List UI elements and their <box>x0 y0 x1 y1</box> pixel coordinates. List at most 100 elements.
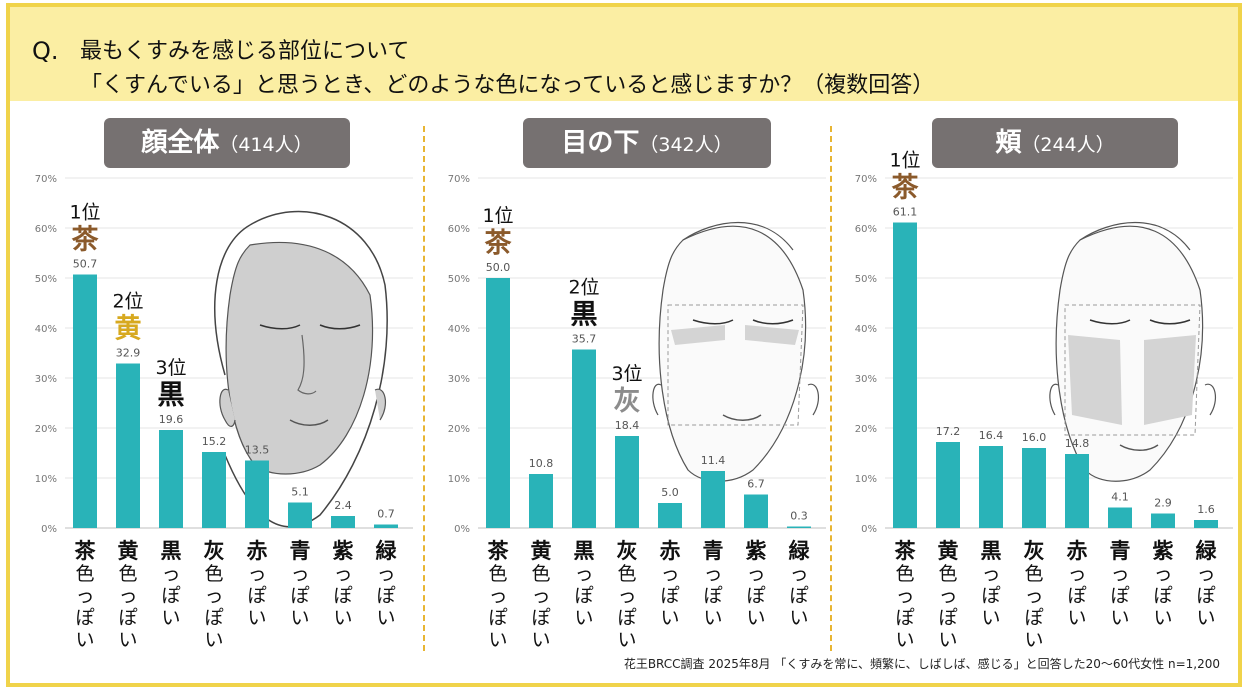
data-label: 19.6 <box>159 413 184 426</box>
rank-color-label: 灰 <box>614 386 641 417</box>
data-label: 11.4 <box>701 454 726 467</box>
category-label-tail: 色っぽい <box>204 563 223 650</box>
category-label-char: ぽ <box>161 585 180 607</box>
category-label-char: い <box>660 607 679 629</box>
rank-label: 2位 <box>112 291 143 313</box>
category-label-char: っ <box>376 563 395 585</box>
y-tick-label: 10% <box>855 474 877 485</box>
category-label-char: ぽ <box>488 607 507 629</box>
panel-title-count: （244人） <box>1021 134 1115 156</box>
category-label-char: 色 <box>75 563 94 585</box>
category-label-char: い <box>161 607 180 629</box>
category-label-char: い <box>789 607 808 629</box>
category-label-tail: っぽい <box>1153 563 1172 629</box>
data-label: 14.8 <box>1065 437 1090 450</box>
category-label-char: 色 <box>617 563 636 585</box>
bar <box>1108 507 1132 528</box>
category-label-char: 色 <box>531 563 550 585</box>
rank-color-label: 茶 <box>485 228 513 259</box>
y-tick-label: 70% <box>855 174 877 185</box>
category-label-char: っ <box>703 563 722 585</box>
category-label-char: ぽ <box>247 585 266 607</box>
category-label-head: 黒 <box>574 539 595 563</box>
category-label-head: 赤 <box>660 539 681 563</box>
category-label-head: 灰 <box>204 539 225 563</box>
category-label-char: っ <box>333 563 352 585</box>
category-label-tail: 色っぽい <box>938 563 957 650</box>
data-label: 16.0 <box>1022 431 1047 444</box>
category-label-char: ぽ <box>789 585 808 607</box>
category-label-head: 青 <box>703 539 724 563</box>
y-tick-label: 70% <box>35 174 57 185</box>
category-label-tail: 色っぽい <box>75 563 94 650</box>
bar <box>202 452 226 528</box>
data-label: 10.8 <box>529 457 554 470</box>
face-under-eye-illustration <box>652 221 820 482</box>
category-label-char: い <box>75 629 94 650</box>
bar <box>159 430 183 528</box>
category-label-tail: 色っぽい <box>118 563 137 650</box>
data-label: 0.7 <box>377 508 395 521</box>
category-label-tail: っぽい <box>1110 563 1129 629</box>
data-label: 17.2 <box>936 425 961 438</box>
bar-chart: 0%10%20%30%40%50%60%70%50.0茶色っぽい10.8黄色っぽ… <box>448 174 826 650</box>
rank-color-label: 茶 <box>892 173 920 204</box>
panel-title-count: （342人） <box>639 134 733 156</box>
category-label-char: ぽ <box>204 607 223 629</box>
category-label-char: ぽ <box>118 607 137 629</box>
y-tick-label: 10% <box>35 474 57 485</box>
bar-chart: 0%10%20%30%40%50%60%70%61.1茶色っぽい17.2黄色っぽ… <box>855 150 1233 650</box>
category-label-head: 青 <box>1110 539 1131 563</box>
bar <box>893 222 917 528</box>
category-label-char: っ <box>1067 563 1086 585</box>
category-label-head: 灰 <box>1024 539 1045 563</box>
category-label-char: 色 <box>118 563 137 585</box>
bar <box>1194 520 1218 528</box>
bar <box>787 526 811 528</box>
rank-color-label: 黄 <box>115 314 142 345</box>
y-tick-label: 20% <box>35 424 57 435</box>
category-label-char: っ <box>1110 563 1129 585</box>
category-label-char: い <box>247 607 266 629</box>
category-label-char: っ <box>161 563 180 585</box>
category-label-head: 紫 <box>333 539 354 563</box>
data-label: 6.7 <box>747 478 765 491</box>
panel-title: 目の下（342人） <box>523 118 771 168</box>
data-label: 50.0 <box>486 261 511 274</box>
category-label-head: 黄 <box>531 539 552 563</box>
category-label-head: 緑 <box>789 539 811 563</box>
category-label-tail: 色っぽい <box>488 563 507 650</box>
category-label-char: ぽ <box>531 607 550 629</box>
category-label-head: 黄 <box>938 539 959 563</box>
bar <box>245 460 269 528</box>
category-label-char: ぽ <box>1024 607 1043 629</box>
data-label: 50.7 <box>73 258 98 271</box>
question-header: Q. 最もくすみを感じる部位について 「くすんでいる」と思うとき、どのような色に… <box>10 7 1238 101</box>
rank-label: 3位 <box>611 363 642 385</box>
category-label-char: い <box>574 607 593 629</box>
category-label-tail: っぽい <box>574 563 593 629</box>
category-label-char: ぽ <box>333 585 352 607</box>
category-label-char: い <box>488 629 507 650</box>
bar <box>1022 448 1046 528</box>
y-tick-label: 20% <box>855 424 877 435</box>
bar <box>116 363 140 528</box>
category-label-char: い <box>333 607 352 629</box>
question-line-1: 最もくすみを感じる部位について <box>80 39 410 64</box>
category-label-tail: っぽい <box>981 563 1000 629</box>
data-label: 16.4 <box>979 429 1004 442</box>
y-tick-label: 0% <box>41 524 57 535</box>
data-label: 0.3 <box>790 510 808 523</box>
data-label: 5.0 <box>661 486 679 499</box>
category-label-char: い <box>376 607 395 629</box>
data-label: 1.6 <box>1197 503 1215 516</box>
data-label: 4.1 <box>1111 491 1129 504</box>
category-label-tail: っぽい <box>1067 563 1086 629</box>
category-label-char: っ <box>531 585 550 607</box>
chart-panel-under-eye: 目の下（342人） 0% 10% 20% 30% 40% 50% 60% 70% 50.0 茶色っ… <box>433 110 833 650</box>
category-label-tail: 色っぽい <box>895 563 914 650</box>
chart-panel-cheek: 頬（244人） 0% 10% 20% 30% 40% 50% 60% 70% 61.1 茶色っぽい… <box>840 110 1240 650</box>
category-label-head: 紫 <box>1153 539 1174 563</box>
footnote: 花王BRCC調査 2025年8月 「くすみを常に、頻繁に、しばしば、感じる」と回… <box>623 657 1220 671</box>
question-mark: Q. <box>32 37 59 65</box>
